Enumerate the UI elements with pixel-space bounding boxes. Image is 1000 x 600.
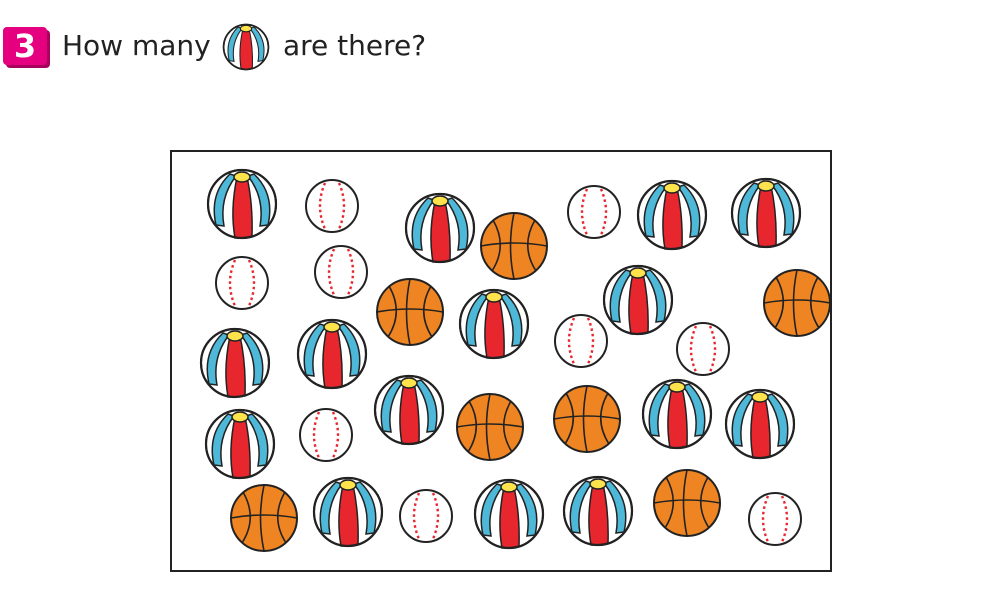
counting-panel — [170, 150, 832, 572]
beach-ball-icon — [222, 23, 270, 71]
basketball-icon — [230, 484, 298, 552]
beach-ball-icon — [206, 168, 278, 240]
beach-ball-icon — [458, 288, 530, 360]
beach-ball-icon — [199, 327, 271, 399]
baseball-icon — [676, 322, 730, 376]
baseball-icon — [299, 408, 353, 462]
beach-ball-icon — [562, 475, 634, 547]
basketball-icon — [376, 278, 444, 346]
beach-ball-icon — [730, 177, 802, 249]
baseball-icon — [215, 256, 269, 310]
beach-ball-icon — [404, 192, 476, 264]
basketball-icon — [763, 269, 830, 337]
basketball-icon — [653, 469, 721, 537]
question-number: 3 — [13, 27, 37, 65]
baseball-icon — [314, 245, 368, 299]
baseball-icon — [305, 179, 359, 233]
baseball-icon — [554, 314, 608, 368]
basketball-icon — [553, 385, 621, 453]
beach-ball-icon — [602, 264, 674, 336]
basketball-icon — [456, 393, 524, 461]
baseball-icon — [748, 492, 802, 546]
beach-ball-icon — [641, 378, 713, 450]
beach-ball-icon — [724, 388, 796, 460]
question-text-after: are there? — [283, 29, 427, 62]
beach-ball-icon — [312, 476, 384, 548]
beach-ball-icon — [373, 374, 445, 446]
beach-ball-icon — [296, 318, 368, 390]
baseball-icon — [567, 185, 621, 239]
baseball-icon — [399, 489, 453, 543]
beach-ball-icon — [204, 408, 276, 480]
balls-area — [199, 168, 830, 552]
question-number-badge: 3 — [3, 27, 47, 65]
beach-ball-icon — [473, 478, 545, 550]
beach-ball-icon — [636, 179, 708, 251]
basketball-icon — [480, 212, 548, 280]
question-text-before: How many — [62, 29, 211, 62]
